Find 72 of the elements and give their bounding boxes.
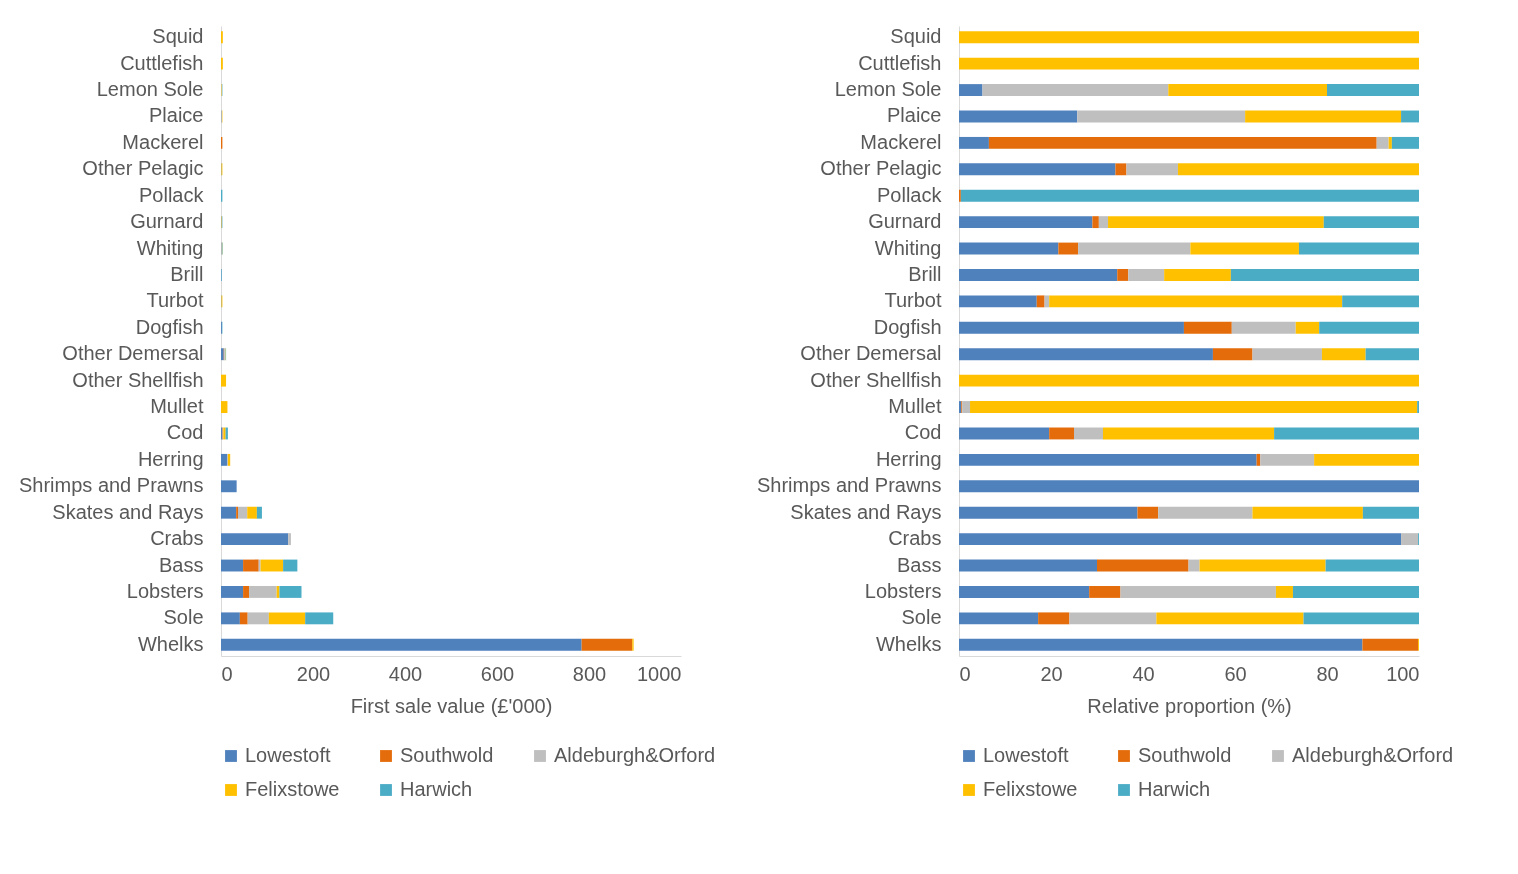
y-tick-label: Sole xyxy=(163,606,204,629)
legend-label: Harwich xyxy=(1138,778,1211,800)
y-tick-label: Shrimps and Prawns xyxy=(756,474,942,497)
y-tick-label: Other Pelagic xyxy=(82,157,204,180)
x-tick-label: 800 xyxy=(572,662,607,685)
y-tick-label: Other Pelagic xyxy=(820,157,942,180)
x-tick-label: 600 xyxy=(480,662,515,685)
y-tick-label: Cuttlefish xyxy=(120,51,204,74)
y-tick-label: Lobsters xyxy=(864,579,942,602)
y-tick-label: Plaice xyxy=(149,104,204,127)
y-tick-label: Mullet xyxy=(150,395,204,418)
y-tick-label: Whiting xyxy=(874,236,942,259)
y-tick-label: Other Shellfish xyxy=(72,368,204,391)
y-tick-label: Lobsters xyxy=(126,579,204,602)
x-tick-label: 80 xyxy=(1316,662,1339,685)
y-tick-label: Shrimps and Prawns xyxy=(18,474,204,497)
y-tick-label: Herring xyxy=(137,447,204,470)
y-tick-label: Pollack xyxy=(877,183,943,206)
legend-label: Harwich xyxy=(400,778,473,800)
y-tick-label: Lemon Sole xyxy=(834,78,942,101)
y-tick-label: Bass xyxy=(159,553,204,576)
x-tick-label: 0 xyxy=(959,662,971,685)
legend-label: Felixstowe xyxy=(245,778,340,800)
x-tick-label: 60 xyxy=(1224,662,1247,685)
legend-label: Felixstowe xyxy=(983,778,1078,800)
y-tick-label: Mullet xyxy=(888,395,942,418)
y-tick-label: Turbot xyxy=(146,289,204,312)
x-tick-label: 400 xyxy=(388,662,423,685)
y-tick-label: Brill xyxy=(170,262,204,285)
y-tick-label: Lemon Sole xyxy=(96,78,204,101)
x-axis-title: First sale value (£'000) xyxy=(350,694,553,717)
y-tick-label: Whelks xyxy=(875,632,942,655)
y-tick-label: Squid xyxy=(890,25,942,48)
y-tick-label: Mackerel xyxy=(122,130,204,153)
y-tick-label: Skates and Rays xyxy=(790,500,942,523)
y-tick-label: Cuttlefish xyxy=(858,51,942,74)
x-tick-label: 40 xyxy=(1132,662,1155,685)
y-tick-label: Mackerel xyxy=(860,130,942,153)
x-tick-label: 20 xyxy=(1040,662,1063,685)
y-tick-label: Bass xyxy=(897,553,942,576)
y-tick-label: Other Demersal xyxy=(62,342,204,365)
y-tick-label: Herring xyxy=(875,447,942,470)
y-tick-label: Sole xyxy=(901,606,942,629)
x-tick-label: 0 xyxy=(221,662,233,685)
y-tick-label: Skates and Rays xyxy=(52,500,204,523)
legend-label: Aldeburgh&Orford xyxy=(554,744,716,766)
y-tick-label: Gurnard xyxy=(868,210,942,233)
legend-label: Southwold xyxy=(400,744,494,766)
y-tick-label: Plaice xyxy=(887,104,942,127)
y-tick-label: Squid xyxy=(152,25,204,48)
y-tick-label: Dogfish xyxy=(873,315,942,338)
y-tick-label: Other Shellfish xyxy=(810,368,942,391)
y-tick-label: Cod xyxy=(166,421,204,444)
y-tick-label: Whelks xyxy=(137,632,204,655)
y-tick-label: Crabs xyxy=(150,527,204,550)
y-tick-label: Gurnard xyxy=(130,210,204,233)
x-tick-label: 1000 xyxy=(637,662,682,685)
legend-label: Lowestoft xyxy=(245,744,332,766)
y-tick-label: Pollack xyxy=(139,183,205,206)
y-tick-label: Brill xyxy=(908,262,942,285)
y-tick-label: Crabs xyxy=(888,527,942,550)
y-tick-label: Cod xyxy=(904,421,942,444)
y-tick-label: Whiting xyxy=(136,236,204,259)
legend-label: Aldeburgh&Orford xyxy=(1292,744,1454,766)
y-tick-label: Dogfish xyxy=(135,315,204,338)
x-tick-label: 200 xyxy=(296,662,331,685)
legend-label: Lowestoft xyxy=(983,744,1070,766)
y-tick-label: Other Demersal xyxy=(800,342,942,365)
legend-label: Southwold xyxy=(1138,744,1232,766)
x-tick-label: 100 xyxy=(1386,662,1420,685)
y-tick-label: Turbot xyxy=(884,289,942,312)
x-axis-title: Relative proportion (%) xyxy=(1087,694,1292,717)
